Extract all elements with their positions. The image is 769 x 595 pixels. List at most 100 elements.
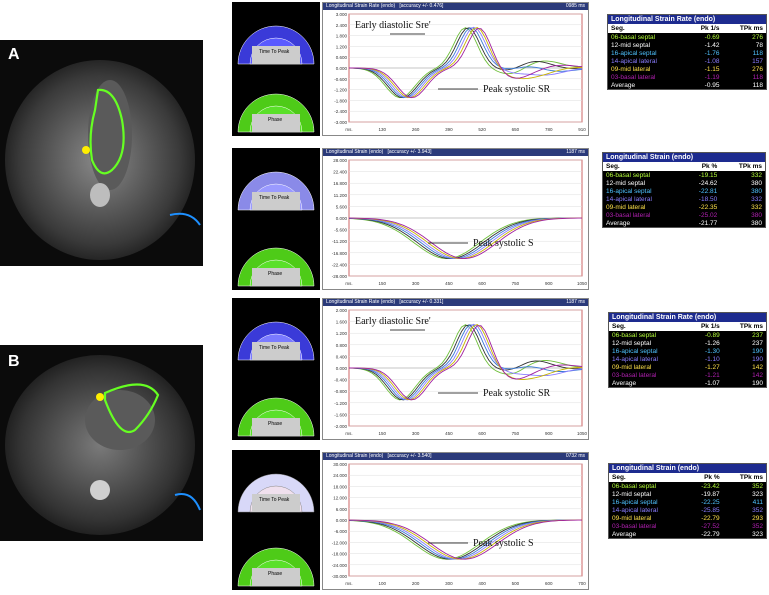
phase-label: Phase [268,421,283,427]
y-tick-label: 30.000 [333,462,347,467]
table-cell: -24.62 [698,179,718,187]
y-tick-label: 1.600 [336,320,348,325]
strain-curve [348,324,583,401]
x-tick-label: 600 [545,581,553,586]
table-cell: -0.69 [704,33,720,41]
table-cell: -0.89 [704,331,720,339]
y-tick-label: 0.000 [336,66,348,71]
annotation-text: Peak systolic S [473,538,534,549]
table-header: Seg. [603,162,683,171]
table-cell: 293 [752,514,763,522]
x-tick-label: 1050 [577,281,588,286]
table-row: Average -1.07 190 [609,379,766,387]
results-table-3: Longitudinal Strain Rate (endo) Seg. Pk 1/… [608,312,767,388]
table-row: 14-apical lateral -18.50 332 [603,195,765,203]
table-cell: 323 [752,490,763,498]
table-cell: -1.08 [704,57,720,65]
x-tick-label: ms. [345,581,352,586]
y-tick-label: -1.200 [334,401,347,406]
table-cell: 09-mid lateral [611,65,651,73]
table-cell: 411 [752,498,763,506]
table-cell: 380 [751,219,762,227]
y-tick-label: 0.800 [336,343,348,348]
x-tick-label: 910 [578,127,586,132]
table-row: 12-mid septal -1.26 237 [609,339,766,347]
y-tick-label: -24.000 [332,563,348,568]
y-tick-label: 1.800 [336,34,348,39]
y-tick-label: 0.600 [336,55,348,60]
table-row: 09-mid lateral -22.79 293 [609,514,766,522]
time-to-peak-label: Time To Peak [259,49,290,55]
table-cell: 12-mid septal [612,339,652,347]
chart-title: Longitudinal Strain Rate (endo) [accurac… [323,299,588,306]
x-tick-label: 900 [545,281,553,286]
table-cell: 78 [755,41,763,49]
x-tick-label: 300 [412,281,420,286]
table-row: 03-basal lateral -1.19 118 [608,73,766,81]
table-cell: 380 [751,187,762,195]
chart-plot: 28.000 22.400 16.800 11.200 5.600 0.000 -5.600… [332,158,588,286]
table-header: TPk ms [722,473,766,482]
y-tick-label: -11.200 [332,239,347,244]
table-row: 03-basal lateral -1.21 142 [609,371,766,379]
y-tick-label: -3.000 [334,120,347,125]
x-tick-label: 780 [545,127,553,132]
strain-curve [348,27,583,99]
table-cell: 190 [752,379,763,387]
y-tick-label: 28.000 [333,158,347,163]
annotation-text: Peak systolic SR [483,84,551,95]
results-table-2: Longitudinal Strain (endo) Seg. Pk % TPk ms… [602,152,766,228]
table-cell: 237 [752,331,763,339]
table-cell: -22.79 [701,530,720,538]
y-tick-label: -5.600 [334,228,347,233]
table-row: 09-mid lateral -1.27 142 [609,363,766,371]
strain-curve [348,27,583,99]
table-cell: 14-apical lateral [606,195,652,203]
table-row: 06-basal septal -0.89 237 [609,331,766,339]
table-cell: 118 [752,73,763,81]
strain-curve [348,324,582,401]
strain-curve [349,325,583,401]
table-cell: 03-basal lateral [612,522,657,530]
table-title: Longitudinal Strain (endo) [603,153,765,162]
table-row: 03-basal lateral -27.52 352 [609,522,766,530]
table-cell: 06-basal septal [606,171,651,179]
y-tick-label: 18.000 [333,484,347,489]
table-cell: 14-apical lateral [612,506,658,514]
heart-mri-b [5,355,201,535]
x-tick-label: 100 [379,581,387,586]
chart-4: Longitudinal Strain (endo) [accuracy +/-… [322,452,589,590]
table-cell: 06-basal septal [612,331,657,339]
x-tick-label: 450 [445,431,453,436]
y-tick-label: -28.000 [332,274,348,279]
table-header: TPk ms [722,24,766,33]
annotation-text: Early diastolic Sre' [355,316,431,327]
table-cell: 06-basal septal [611,33,656,41]
table-cell: -1.15 [704,65,720,73]
y-tick-label: 1.200 [336,44,348,49]
table-cell: -1.10 [704,355,720,363]
table-cell: 03-basal lateral [611,73,656,81]
annotation-text: Early diastolic Sre' [355,20,431,31]
x-tick-label: 750 [512,431,520,436]
x-tick-label: 750 [512,281,520,286]
table-cell: 276 [752,65,763,73]
table-cell: 16-apical septal [606,187,652,195]
phase-label: Phase [268,117,283,123]
y-tick-label: 0.400 [336,354,348,359]
table-header: TPk ms [722,322,766,331]
table-cell: 118 [752,81,763,89]
table-cell: Average [611,81,636,89]
table-cell: 380 [751,179,762,187]
x-tick-label: 300 [445,581,453,586]
table-cell: -1.30 [704,347,720,355]
x-tick-label: 390 [445,127,453,132]
table-row: 09-mid lateral -22.35 332 [603,203,765,211]
table-cell: 142 [752,363,763,371]
x-tick-label: 650 [512,127,520,132]
bullseye-4: Time To Peak Phase [232,450,320,590]
x-tick-label: 700 [578,581,586,586]
y-tick-label: 11.200 [334,193,348,198]
bullseye-1: Time To Peak Phase [232,2,320,136]
table-cell: 332 [751,195,762,203]
